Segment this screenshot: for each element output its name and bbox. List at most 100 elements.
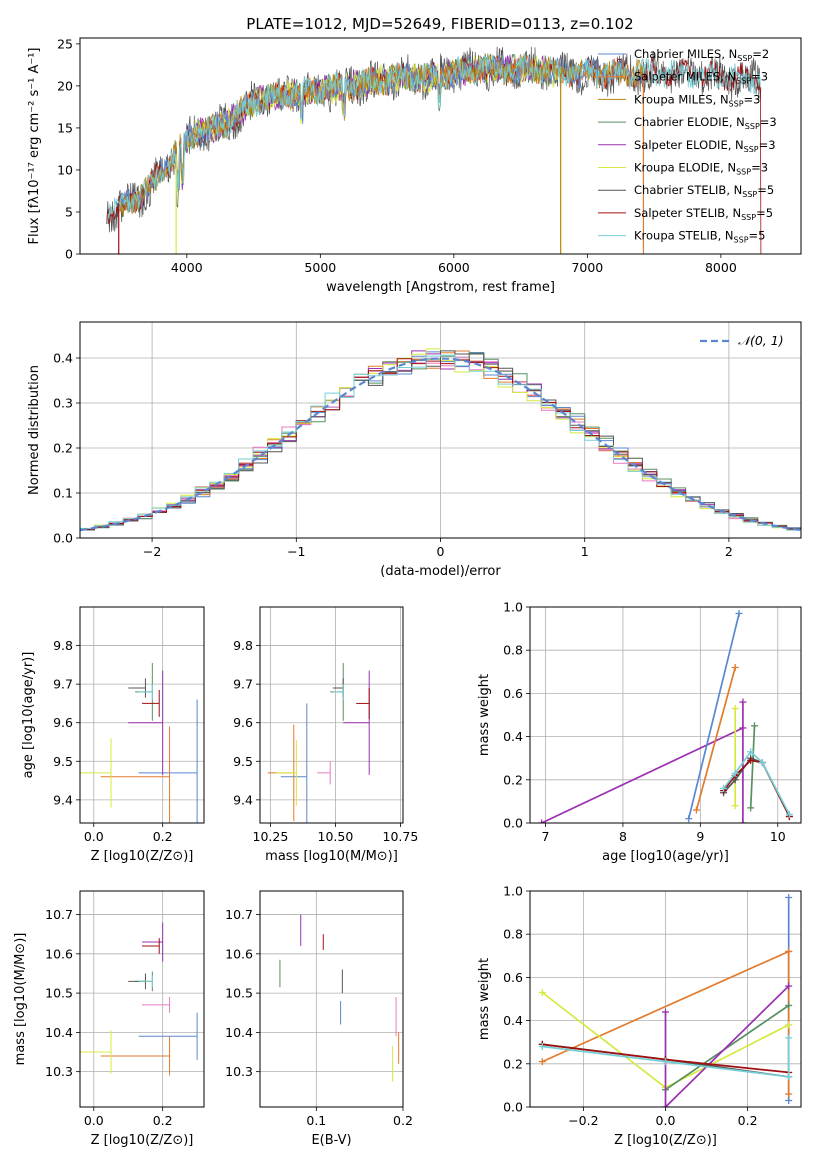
y-tick-label: 0.1 <box>53 486 73 501</box>
y-tick-label: 9.6 <box>233 715 253 730</box>
mass-weight-line <box>695 667 737 811</box>
x-tick-label: 10.50 <box>318 829 354 844</box>
x-tick-label: 4000 <box>171 260 203 275</box>
legend-entry: Salpeter MILES, NSSP=3 <box>634 70 768 86</box>
mass-weight-marker <box>692 806 700 814</box>
x-tick-label: 0.2 <box>153 1113 173 1128</box>
histogram-series <box>80 350 801 532</box>
y-tick-label: 10.3 <box>45 1064 73 1079</box>
error-bar-point <box>275 740 297 806</box>
histogram-series <box>80 350 801 532</box>
x-tick-label: 1 <box>581 544 589 559</box>
y-tick-label: 0.8 <box>503 643 523 658</box>
y-tick-label: 9.4 <box>233 792 253 807</box>
legend-entry: 𝒩(0, 1) <box>738 333 784 348</box>
y-tick-label: 0.0 <box>53 531 73 546</box>
x-tick-label: 7 <box>542 829 550 844</box>
y-axis-label: age [log10(age/yr)] <box>21 652 36 779</box>
mass-weight-marker <box>731 802 739 810</box>
plot-area <box>80 348 801 533</box>
y-axis-label: mass weight <box>477 674 492 756</box>
mass-weight-marker <box>662 1008 669 1016</box>
y-tick-label: 20 <box>57 78 73 93</box>
legend-entry: Chabrier ELODIE, NSSP=3 <box>634 115 777 131</box>
y-axis-label: mass weight <box>477 958 492 1040</box>
mass-weight-line <box>541 950 790 1063</box>
y-tick-label: 10.5 <box>225 986 253 1001</box>
x-axis-label: (data-model)/error <box>380 564 501 579</box>
y-tick-label: 5 <box>65 204 73 219</box>
y-tick-label: 0 <box>65 247 73 262</box>
figure-title: PLATE=1012, MJD=52649, FIBERID=0113, z=0… <box>246 15 633 33</box>
legend-entry-tail: =5 <box>756 206 773 220</box>
mass-weight-marker <box>731 769 739 777</box>
y-tick-label: 0.2 <box>503 772 523 787</box>
legend-entry-text: Chabrier MILES, N <box>634 47 737 61</box>
mass-weight-marker <box>747 748 755 756</box>
legend-entry: Chabrier MILES, NSSP=2 <box>634 47 769 63</box>
y-tick-label: 10.4 <box>225 1025 253 1040</box>
legend-entry: Kroupa STELIB, NSSP=5 <box>634 229 765 245</box>
x-tick-label: 8 <box>619 829 627 844</box>
plot-area <box>80 922 198 1076</box>
x-tick-label: 2 <box>725 544 733 559</box>
mass-weight-marker <box>785 982 793 990</box>
x-tick-label: 0.2 <box>153 829 173 844</box>
error-bar-point <box>142 997 171 1013</box>
error-bar-point <box>332 678 344 698</box>
legend-entry-tail: =2 <box>752 47 769 61</box>
error-bar-point <box>100 1036 171 1076</box>
x-tick-label: 7000 <box>571 260 603 275</box>
x-tick-label: 5000 <box>304 260 336 275</box>
spectrum-line <box>106 52 761 224</box>
x-tick-label: 8000 <box>705 260 737 275</box>
y-tick-label: 9.7 <box>53 677 73 692</box>
age-vs-mass-panel: 10.25 10.50 10.75 9.4 9.5 9.6 9.7 9.8 mass [log1… <box>233 606 419 864</box>
legend-entry-tail: =3 <box>759 138 776 152</box>
legend-entry: Kroupa MILES, NSSP=3 <box>634 92 760 108</box>
x-tick-label: 10.75 <box>383 829 419 844</box>
legend-entry-sub: SSP <box>742 190 757 199</box>
x-tick-label: −1 <box>287 544 305 559</box>
axes-frame <box>79 37 802 255</box>
mass-weight-marker <box>538 819 546 823</box>
histogram-series <box>80 351 801 531</box>
x-axis-label: mass [log10(M/M⊙)] <box>265 849 398 864</box>
weight-vs-metallicity-panel: −0.2 0.0 0.2 0.0 0.2 0.4 0.6 0.8 1.0 Z [log10(Z/Z… <box>477 884 802 1148</box>
legend-entry: Salpeter STELIB, NSSP=5 <box>634 206 773 222</box>
plot-area <box>106 46 762 254</box>
mass-weight-marker <box>739 819 747 823</box>
axes-frame <box>79 606 205 824</box>
mass-weight-marker <box>538 1058 546 1066</box>
axes-frame <box>79 890 205 1108</box>
y-tick-label: 10.6 <box>225 946 253 961</box>
legend-entry-tail: =3 <box>751 70 768 84</box>
mass-weight-marker <box>785 1034 793 1042</box>
error-bar-point <box>80 1030 112 1074</box>
y-tick-label: 1.0 <box>503 884 523 899</box>
mass-weight-marker <box>662 1058 669 1066</box>
error-bar-point <box>138 699 198 823</box>
axes-frame <box>79 321 802 539</box>
mass-weight-marker <box>731 663 739 671</box>
y-tick-label: 9.8 <box>233 638 253 653</box>
legend-entry: Kroupa ELODIE, NSSP=3 <box>634 161 768 177</box>
mass-weight-marker <box>720 784 728 792</box>
error-bar-point <box>138 975 153 988</box>
mass-weight-marker <box>785 947 793 955</box>
y-tick-label: 10.7 <box>45 907 73 922</box>
mass-weight-marker <box>735 609 743 617</box>
weight-vs-age-panel: 7 8 9 10 0.0 0.2 0.4 0.6 0.8 1.0 age [log10(age/yr… <box>477 600 802 864</box>
legend-entry-tail: =5 <box>757 183 774 197</box>
x-tick-label: 0.2 <box>738 1113 758 1128</box>
y-tick-label: 9.4 <box>53 792 73 807</box>
y-tick-label: 10.6 <box>45 946 73 961</box>
error-bar-point <box>356 688 370 719</box>
y-tick-label: 1.0 <box>503 600 523 615</box>
age-vs-metallicity-panel: 0.0 0.2 9.4 9.5 9.6 9.7 9.8 Z [log10(Z/Z⊙)] age … <box>21 606 205 864</box>
legend-entry-text: Kroupa MILES, N <box>634 92 729 106</box>
axes-frame <box>529 606 802 824</box>
mass-weight-marker <box>538 989 546 997</box>
legend-entry-sub: SSP <box>729 99 744 108</box>
